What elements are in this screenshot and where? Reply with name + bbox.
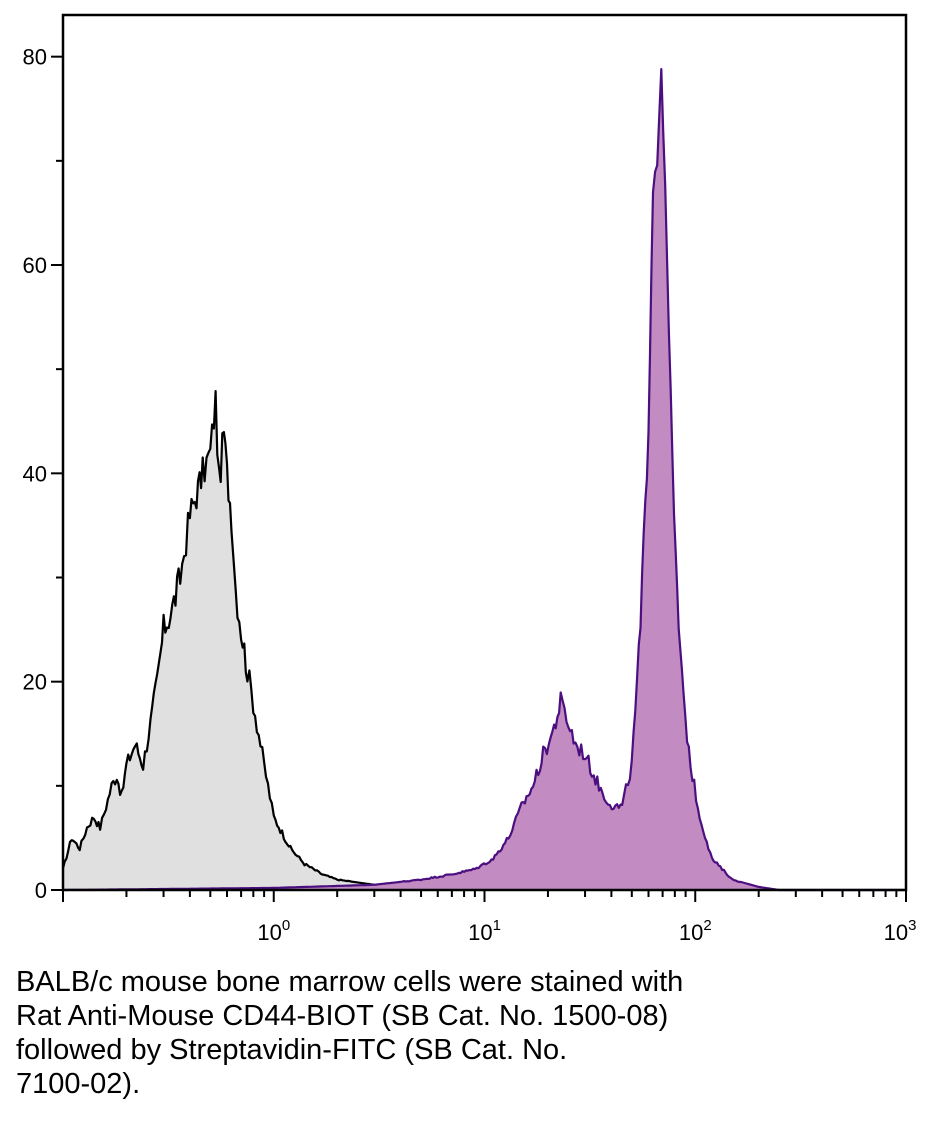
x-tick-label: 101: [468, 917, 501, 945]
caption-line-2: Rat Anti-Mouse CD44-BIOT (SB Cat. No. 15…: [16, 1000, 669, 1032]
caption-line-1: BALB/c mouse bone marrow cells were stai…: [16, 966, 684, 998]
series-layer: [61, 68, 906, 892]
y-tick-label: 0: [35, 878, 47, 903]
caption-line-3: followed by Streptavidin-FITC (SB Cat. N…: [16, 1034, 568, 1066]
series-2-outline: [63, 68, 906, 892]
figure-caption: BALB/c mouse bone marrow cells were stai…: [16, 965, 916, 1101]
histogram-chart: 0 20 40 60 80 100 101 102 103: [23, 13, 917, 945]
x-tick-label: 102: [679, 917, 712, 945]
axis-layer: 0 20 40 60 80 100 101 102 103: [23, 45, 917, 945]
caption-line-4: 7100-02).: [16, 1068, 141, 1100]
x-tick-label: 100: [257, 917, 290, 945]
series-1-area: [63, 391, 438, 890]
y-tick-label: 20: [23, 670, 47, 695]
x-tick-label: 103: [884, 917, 917, 945]
y-tick-label: 80: [23, 45, 47, 70]
y-tick-label: 40: [23, 461, 47, 486]
y-tick-label: 60: [23, 253, 47, 278]
